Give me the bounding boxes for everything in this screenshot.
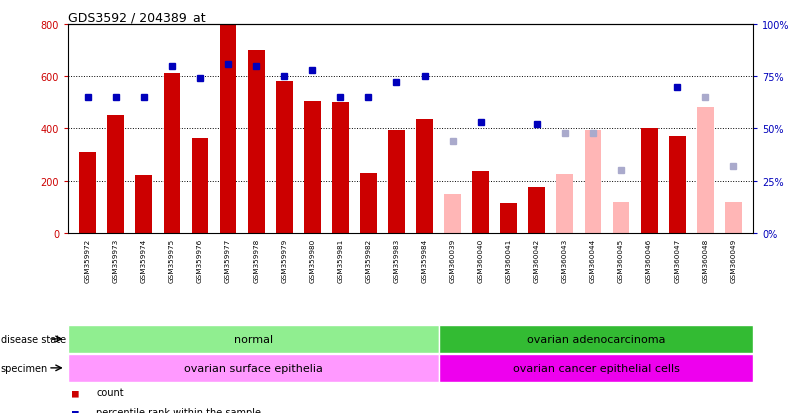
Bar — [68, 325, 439, 353]
Bar — [439, 325, 753, 353]
Bar — [613, 202, 630, 233]
Text: ■: ■ — [72, 387, 78, 397]
Text: ovarian surface epithelia: ovarian surface epithelia — [184, 363, 323, 373]
Text: specimen: specimen — [1, 363, 48, 373]
Bar — [529, 188, 545, 233]
Text: ■: ■ — [72, 407, 78, 413]
Bar — [697, 108, 714, 233]
Bar — [304, 102, 320, 233]
Bar — [439, 354, 753, 382]
Text: ovarian adenocarcinoma: ovarian adenocarcinoma — [527, 334, 666, 344]
Bar — [276, 82, 292, 233]
Text: GDS3592 / 204389_at: GDS3592 / 204389_at — [68, 11, 206, 24]
Bar — [79, 152, 96, 233]
Text: count: count — [96, 387, 123, 397]
Bar — [248, 51, 264, 233]
Bar — [445, 194, 461, 233]
Bar — [191, 138, 208, 233]
Text: normal: normal — [234, 334, 273, 344]
Bar — [107, 116, 124, 233]
Text: ovarian cancer epithelial cells: ovarian cancer epithelial cells — [513, 363, 679, 373]
Bar — [585, 131, 602, 233]
Bar — [219, 26, 236, 233]
Bar — [669, 137, 686, 233]
Bar — [135, 176, 152, 233]
Bar — [68, 354, 439, 382]
Bar — [388, 131, 405, 233]
Bar — [360, 173, 376, 233]
Bar — [501, 203, 517, 233]
Bar — [332, 103, 348, 233]
Bar — [557, 175, 574, 233]
Bar — [163, 74, 180, 233]
Bar — [725, 202, 742, 233]
Bar — [473, 172, 489, 233]
Text: percentile rank within the sample: percentile rank within the sample — [96, 407, 261, 413]
Bar — [641, 129, 658, 233]
Text: disease state: disease state — [1, 334, 66, 344]
Bar — [417, 120, 433, 233]
